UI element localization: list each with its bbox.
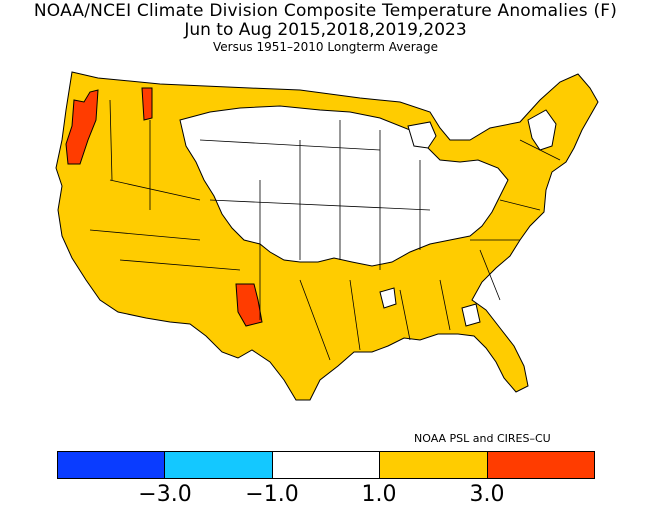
region-hot-new-mexico (235, 283, 263, 327)
region-near-normal-ga (461, 303, 481, 327)
legend-tick-1: −3.0 (138, 482, 192, 507)
legend-bin-1 (58, 452, 166, 478)
region-near-normal-ky (379, 287, 397, 309)
region-hot-wa-or-coast (65, 89, 99, 165)
us-climate-division-map (55, 71, 599, 401)
legend-bin-4 (380, 452, 488, 478)
chart-subtitle: Jun to Aug 2015,2018,2019,2023 (184, 20, 467, 40)
chart-title: NOAA/NCEI Climate Division Composite Tem… (33, 1, 618, 21)
color-legend-bar (57, 451, 595, 479)
credit-text: NOAA PSL and CIRES–CU (414, 432, 551, 445)
region-near-normal-northeast (527, 109, 557, 151)
region-hot-idaho-panhandle (141, 87, 153, 121)
region-near-normal-upper-mi (407, 121, 437, 149)
legend-bin-5 (487, 452, 595, 478)
legend-bin-2 (165, 452, 273, 478)
legend-bin-3 (272, 452, 381, 478)
legend-tick-4: 3.0 (469, 482, 505, 507)
legend-tick-2: −1.0 (245, 482, 299, 507)
legend-tick-3: 1.0 (361, 482, 397, 507)
chart-baseline-note: Versus 1951–2010 Longterm Average (212, 40, 439, 54)
climate-division-lines (89, 99, 561, 361)
